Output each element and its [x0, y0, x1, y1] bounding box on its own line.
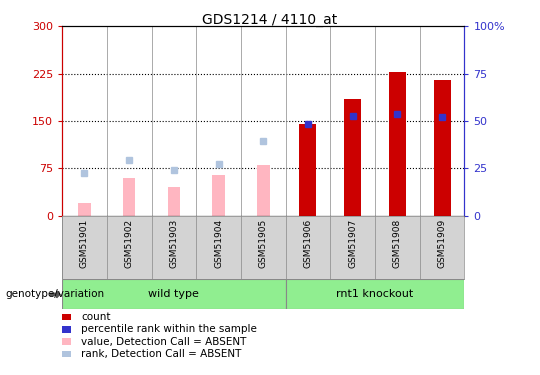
- Text: GSM51901: GSM51901: [80, 219, 89, 268]
- Text: genotype/variation: genotype/variation: [5, 290, 105, 299]
- Bar: [389, 72, 406, 216]
- Text: GDS1214 / 4110_at: GDS1214 / 4110_at: [202, 13, 338, 27]
- Bar: [167, 187, 180, 216]
- Text: percentile rank within the sample: percentile rank within the sample: [81, 324, 257, 334]
- Text: rnt1 knockout: rnt1 knockout: [336, 290, 414, 299]
- Bar: [123, 178, 136, 216]
- Text: GSM51907: GSM51907: [348, 219, 357, 268]
- Text: GSM51903: GSM51903: [170, 219, 178, 268]
- Text: value, Detection Call = ABSENT: value, Detection Call = ABSENT: [81, 337, 246, 346]
- Bar: [286, 279, 464, 309]
- Text: count: count: [81, 312, 111, 322]
- Text: GSM51908: GSM51908: [393, 219, 402, 268]
- Bar: [344, 99, 361, 216]
- Text: GSM51902: GSM51902: [125, 219, 134, 268]
- Text: rank, Detection Call = ABSENT: rank, Detection Call = ABSENT: [81, 349, 241, 359]
- Text: GSM51904: GSM51904: [214, 219, 223, 268]
- Bar: [212, 175, 225, 216]
- Text: wild type: wild type: [148, 290, 199, 299]
- Bar: [78, 203, 91, 216]
- Text: GSM51906: GSM51906: [303, 219, 313, 268]
- Bar: [62, 279, 286, 309]
- Bar: [300, 124, 316, 216]
- Text: GSM51905: GSM51905: [259, 219, 268, 268]
- Bar: [434, 80, 450, 216]
- Text: GSM51909: GSM51909: [437, 219, 447, 268]
- Bar: [257, 165, 269, 216]
